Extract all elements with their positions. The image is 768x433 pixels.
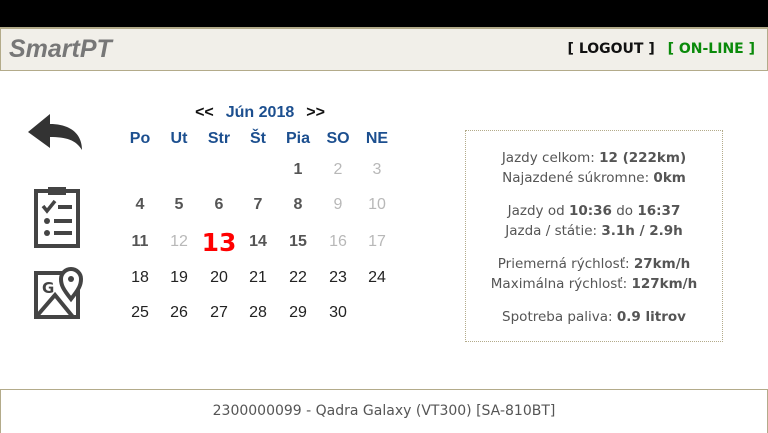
calendar-day-today[interactable]: 13 (201, 228, 237, 257)
map-icon[interactable]: G (33, 265, 85, 325)
weekday-header: Št (250, 130, 266, 147)
prev-month-button[interactable]: << (195, 104, 214, 121)
back-arrow-icon[interactable] (28, 112, 84, 156)
weekday-header: Po (129, 130, 151, 147)
logo: SmartPT (9, 35, 112, 63)
weekday-header: Ut (170, 130, 188, 147)
calendar-day[interactable]: 21 (249, 269, 267, 286)
calendar-day[interactable]: 6 (214, 196, 224, 213)
calendar-day[interactable]: 8 (293, 196, 303, 213)
calendar-day[interactable]: 17 (368, 233, 386, 250)
calendar-day[interactable]: 19 (170, 269, 188, 286)
calendar-day[interactable]: 28 (249, 304, 267, 321)
weekday-header: Pia (285, 130, 310, 147)
calendar-day[interactable]: 18 (131, 269, 149, 286)
calendar-day[interactable]: 4 (135, 196, 145, 213)
calendar-title: << Jún 2018 >> (180, 104, 340, 122)
checklist-icon[interactable] (34, 186, 80, 252)
footer: 2300000099 - Qadra Galaxy (VT300) [SA-81… (0, 389, 768, 433)
calendar-day[interactable]: 25 (131, 304, 149, 321)
logout-button[interactable]: [ LOGOUT ] (567, 41, 655, 57)
calendar-day[interactable]: 14 (249, 233, 267, 250)
online-status: [ ON-LINE ] (667, 41, 755, 57)
stat-avg-speed: Priemerná rýchlosť: 27km/h (497, 256, 691, 272)
header: SmartPT [ LOGOUT ] [ ON-LINE ] (0, 27, 768, 71)
calendar-day[interactable]: 3 (372, 161, 382, 178)
weekday-header: Str (207, 130, 231, 147)
stats-panel: Jazdy celkom: 12 (222km) Najazdené súkro… (465, 130, 723, 342)
calendar-day[interactable]: 7 (253, 196, 263, 213)
next-month-button[interactable]: >> (306, 104, 325, 121)
stat-private: Najazdené súkromne: 0km (502, 170, 686, 186)
calendar-day[interactable]: 5 (174, 196, 184, 213)
stat-fuel: Spotreba paliva: 0.9 litrov (502, 309, 686, 325)
calendar-day[interactable]: 9 (333, 196, 343, 213)
calendar-day[interactable]: 30 (329, 304, 347, 321)
calendar-day[interactable]: 24 (368, 269, 386, 286)
stat-time-range: Jazdy od 10:36 do 16:37 (507, 203, 681, 219)
calendar-day[interactable]: 27 (210, 304, 228, 321)
weekday-header: NE (365, 130, 389, 147)
weekday-header: SO (326, 130, 350, 147)
calendar-day[interactable]: 15 (289, 233, 307, 250)
device-info: 2300000099 - Qadra Galaxy (VT300) [SA-81… (212, 403, 556, 419)
calendar-day[interactable]: 1 (293, 161, 303, 178)
top-bar (0, 0, 768, 27)
calendar-day[interactable]: 26 (170, 304, 188, 321)
stat-max-speed: Maximálna rýchlosť: 127km/h (490, 276, 698, 292)
calendar-day[interactable]: 22 (289, 269, 307, 286)
svg-text:G: G (42, 279, 54, 297)
calendar-day[interactable]: 12 (170, 233, 188, 250)
calendar-day[interactable]: 29 (289, 304, 307, 321)
stat-total: Jazdy celkom: 12 (222km) (501, 150, 687, 166)
calendar-day[interactable]: 2 (333, 161, 343, 178)
stat-drive-stop: Jazda / státie: 3.1h / 2.9h (505, 223, 683, 239)
calendar-day[interactable]: 23 (329, 269, 347, 286)
calendar-day[interactable]: 11 (131, 233, 149, 250)
calendar-day[interactable]: 10 (368, 196, 386, 213)
month-label: Jún 2018 (225, 104, 295, 121)
calendar-day[interactable]: 20 (210, 269, 228, 286)
calendar-day[interactable]: 16 (329, 233, 347, 250)
